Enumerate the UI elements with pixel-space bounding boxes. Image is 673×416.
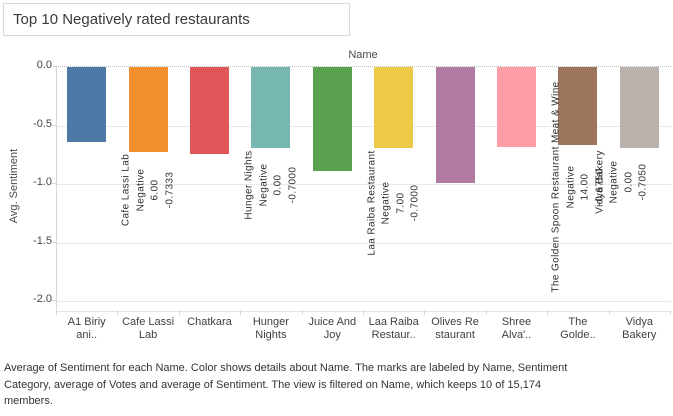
mark-label-line: 14.00	[579, 172, 591, 201]
bar-mark-the-golde[interactable]	[558, 67, 597, 145]
y-axis-tick-mark	[51, 241, 56, 243]
y-axis-tick-label: -2.0	[33, 293, 52, 305]
mark-label-line: -0.7333	[164, 171, 176, 209]
x-axis-tick-label: Olives Re staurant	[431, 316, 479, 341]
mark-label-line: 0.00	[623, 171, 635, 193]
mark-label-line: Negative	[380, 181, 392, 224]
bar-mark-olives-restaurant[interactable]	[436, 67, 475, 183]
x-axis-tick-mark	[56, 310, 57, 315]
bar-mark-juice-and-joy[interactable]	[313, 67, 352, 171]
mark-label-line: Cafe Lassi Lab	[120, 153, 132, 227]
mark-label-line: -0.7050	[637, 163, 649, 201]
mark-label-line: 0.00	[272, 173, 284, 196]
x-axis-tick-mark	[363, 310, 364, 315]
y-axis-tick-mark	[51, 300, 56, 301]
chart-title: Top 10 Negatively rated restaurants	[3, 3, 350, 36]
x-axis-tick-mark	[424, 310, 426, 315]
x-axis-tick-label: Cafe Lassi Lab	[122, 316, 175, 341]
y-axis-tick-label: 0.0	[36, 59, 52, 71]
mark-label-line: Negative	[258, 163, 270, 206]
bar-mark-cafe-lassi-lab[interactable]	[129, 67, 168, 152]
x-axis-tick-label: Laa Raiba Restaur..	[368, 316, 419, 341]
x-axis-tick-label: Shree Alva'..	[501, 316, 532, 341]
gridline	[57, 242, 671, 244]
x-axis-tick-mark	[485, 310, 487, 315]
y-axis-tick-mark	[51, 124, 56, 126]
x-axis-tick-mark	[547, 310, 549, 315]
mark-label-line: 6.00	[149, 179, 161, 201]
x-axis-tick-mark	[240, 310, 242, 315]
x-axis-tick-label: Juice And Joy	[308, 316, 357, 341]
y-axis-tick-mark	[51, 66, 56, 67]
bar-mark-a1-biriyani[interactable]	[67, 67, 106, 142]
mark-label-line: -0.7000	[409, 184, 421, 221]
bar-mark-shree-alva[interactable]	[497, 67, 536, 147]
column-field-header: Name	[348, 49, 378, 61]
x-axis-tick-label: A1 Biriy ani..	[67, 316, 106, 341]
mark-label-line: Negative	[135, 168, 147, 212]
x-axis-tick-mark	[301, 310, 303, 315]
y-axis-tick-label: -1.5	[33, 234, 52, 247]
x-axis-tick-mark	[608, 310, 610, 315]
x-axis-tick-mark	[670, 310, 671, 315]
bar-mark-vidya-bakery[interactable]	[620, 67, 659, 148]
mark-label-line: 7.00	[395, 191, 407, 214]
y-axis-tick-mark	[51, 183, 56, 184]
y-axis-tick-label: -0.5	[33, 117, 52, 130]
gridline	[57, 125, 671, 127]
mark-label-line: Vidya Bakery	[594, 150, 606, 214]
x-axis-tick-label: Vidya Bakery	[622, 316, 657, 341]
x-axis-tick-label: The Golde..	[560, 316, 596, 341]
chart-caption: Average of Sentiment for each Name. Colo…	[4, 362, 568, 407]
x-axis-tick-label: Chatkara	[187, 316, 232, 328]
x-axis-tick-mark	[117, 310, 119, 315]
gridline	[57, 301, 671, 302]
bar-mark-laa-raiba-restaur[interactable]	[374, 67, 413, 148]
gridline	[57, 184, 671, 185]
y-axis-tick-label: -1.0	[33, 176, 52, 188]
bar-mark-hunger-nights[interactable]	[251, 67, 290, 148]
mark-label-line: The Golden Spoon Restaurant Meat & Wine	[550, 80, 562, 293]
mark-label-line: Hunger Nights	[243, 149, 255, 220]
mark-label-line: Negative	[565, 165, 577, 208]
mark-label-line: Laa Raiba Restaurant	[366, 149, 378, 256]
x-axis-tick-label: Hunger Nights	[252, 316, 289, 341]
mark-label-line: Negative	[608, 160, 620, 204]
x-axis-tick-mark	[178, 310, 180, 315]
bar-mark-chatkara[interactable]	[190, 67, 229, 154]
mark-label-line: -0.7000	[287, 166, 299, 203]
